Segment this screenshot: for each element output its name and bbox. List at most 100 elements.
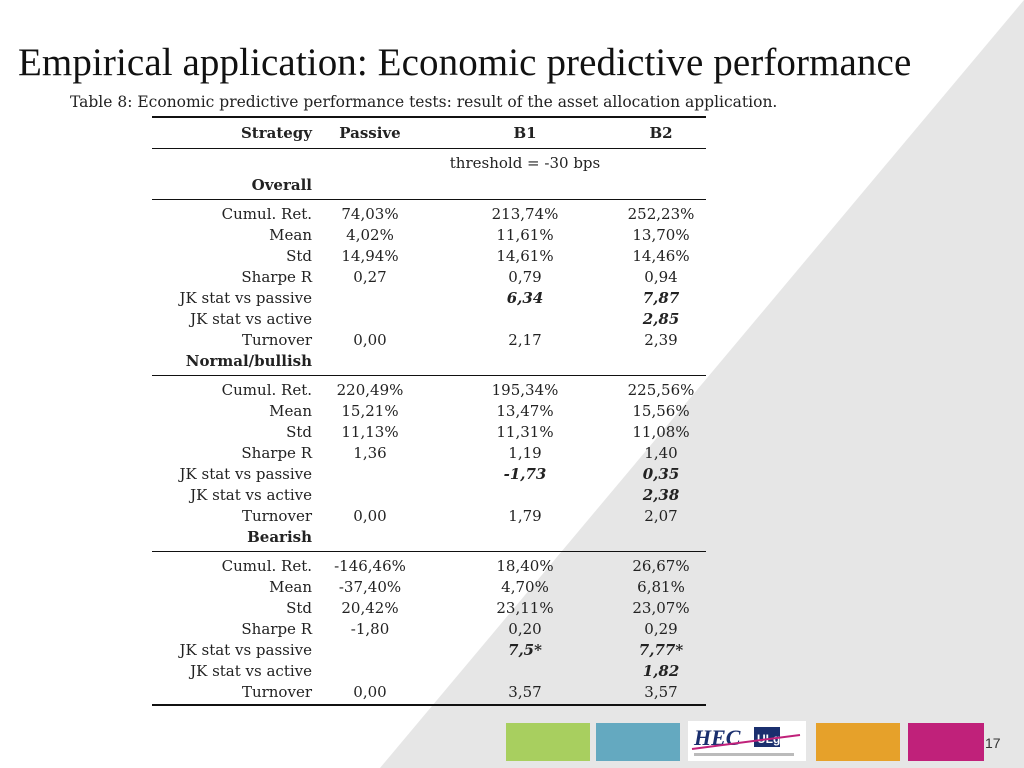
cell-passive: -37,40% xyxy=(338,578,402,596)
row-label: Cumul. Ret. xyxy=(221,381,312,399)
cell-b1 xyxy=(480,661,570,681)
cell-b2: 11,08% xyxy=(632,423,690,441)
cell-passive xyxy=(320,485,420,505)
row-label: Turnover xyxy=(241,507,312,525)
cell-passive: -1,80 xyxy=(350,620,390,638)
cell-b2: 252,23% xyxy=(627,205,695,223)
cell-b2: 14,46% xyxy=(632,247,690,265)
section-title: Overall xyxy=(251,176,312,194)
cell-passive: 74,03% xyxy=(341,205,399,223)
cell-b2: 6,81% xyxy=(637,578,685,596)
cell-b1: -1,73 xyxy=(503,465,547,483)
cell-b2: 23,07% xyxy=(632,599,690,617)
cell-b1: 11,31% xyxy=(496,423,554,441)
cell-b2: 0,94 xyxy=(644,268,678,286)
section-rule xyxy=(152,551,706,552)
row-label: Std xyxy=(286,247,312,265)
section-rule xyxy=(152,199,706,200)
cell-b1: 0,20 xyxy=(508,620,542,638)
page-number: 17 xyxy=(985,735,1001,751)
row-label: Turnover xyxy=(241,331,312,349)
cell-passive: 1,36 xyxy=(353,444,387,462)
cell-b1: 1,19 xyxy=(508,444,542,462)
cell-b2: 3,57 xyxy=(644,683,678,701)
cell-passive: 4,02% xyxy=(346,226,394,244)
footer-bar-green xyxy=(506,723,590,761)
row-label: Cumul. Ret. xyxy=(221,557,312,575)
row-label: JK stat vs passive xyxy=(179,465,312,483)
cell-passive: 11,13% xyxy=(341,423,399,441)
row-label: Sharpe R xyxy=(241,444,312,462)
cell-b1: 23,11% xyxy=(496,599,554,617)
cell-passive xyxy=(320,661,420,681)
cell-b1 xyxy=(480,309,570,329)
cell-passive xyxy=(320,640,420,660)
cell-b1: 13,47% xyxy=(496,402,554,420)
cell-b2: 2,39 xyxy=(644,331,678,349)
table-caption: Table 8: Economic predictive performance… xyxy=(70,93,778,111)
cell-passive: 0,00 xyxy=(353,507,387,525)
cell-passive: 220,49% xyxy=(336,381,404,399)
footer-bar-magenta xyxy=(908,723,984,761)
cell-b1: 18,40% xyxy=(496,557,554,575)
cell-passive xyxy=(320,464,420,484)
cell-b1: 6,34 xyxy=(506,289,544,307)
cell-b2: 7,87 xyxy=(642,289,680,307)
section-title: Normal/bullish xyxy=(185,352,312,370)
top-rule xyxy=(152,116,706,118)
cell-passive: 20,42% xyxy=(341,599,399,617)
cell-passive: 14,94% xyxy=(341,247,399,265)
cell-b1: 0,79 xyxy=(508,268,542,286)
cell-passive: 0,27 xyxy=(353,268,387,286)
header-strategy: Strategy xyxy=(240,124,312,142)
cell-b2: 0,35 xyxy=(642,465,680,483)
row-label: Mean xyxy=(269,578,312,596)
cell-b2: 2,38 xyxy=(642,486,680,504)
cell-b2: 15,56% xyxy=(632,402,690,420)
cell-b2: 1,82 xyxy=(642,662,680,680)
cell-passive: 15,21% xyxy=(341,402,399,420)
footer-bar-blue xyxy=(596,723,680,761)
cell-b1: 195,34% xyxy=(491,381,559,399)
cell-b1: 213,74% xyxy=(491,205,559,223)
row-label: JK stat vs active xyxy=(190,310,312,328)
cell-b1: 2,17 xyxy=(508,331,542,349)
bottom-rule xyxy=(152,704,706,706)
cell-b1: 11,61% xyxy=(496,226,554,244)
row-label: Mean xyxy=(269,226,312,244)
cell-passive xyxy=(320,309,420,329)
threshold-label: threshold = -30 bps xyxy=(449,154,601,172)
header-rule xyxy=(152,148,706,149)
cell-passive xyxy=(320,288,420,308)
cell-b1 xyxy=(480,485,570,505)
cell-b2: 13,70% xyxy=(632,226,690,244)
cell-passive: -146,46% xyxy=(334,557,406,575)
cell-b2: 7,77* xyxy=(638,641,684,659)
slide-title: Empirical application: Economic predicti… xyxy=(18,41,912,84)
section-rule xyxy=(152,375,706,376)
cell-b1: 3,57 xyxy=(508,683,542,701)
header-b1: B1 xyxy=(513,124,537,142)
cell-b2: 1,40 xyxy=(644,444,678,462)
footer-bar-orange xyxy=(816,723,900,761)
cell-b2: 2,07 xyxy=(644,507,678,525)
cell-b1: 1,79 xyxy=(508,507,542,525)
section-title: Bearish xyxy=(247,528,312,546)
cell-b2: 0,29 xyxy=(644,620,678,638)
cell-passive: 0,00 xyxy=(353,331,387,349)
row-label: Mean xyxy=(269,402,312,420)
row-label: Sharpe R xyxy=(241,268,312,286)
cell-b1: 7,5* xyxy=(508,641,542,659)
header-passive: Passive xyxy=(339,124,401,142)
row-label: JK stat vs active xyxy=(190,486,312,504)
header-b2: B2 xyxy=(649,124,673,142)
cell-b2: 26,67% xyxy=(632,557,690,575)
cell-b2: 2,85 xyxy=(642,310,680,328)
row-label: Sharpe R xyxy=(241,620,312,638)
cell-b1: 14,61% xyxy=(496,247,554,265)
cell-passive: 0,00 xyxy=(353,683,387,701)
row-label: Std xyxy=(286,423,312,441)
row-label: Std xyxy=(286,599,312,617)
row-label: JK stat vs active xyxy=(190,662,312,680)
